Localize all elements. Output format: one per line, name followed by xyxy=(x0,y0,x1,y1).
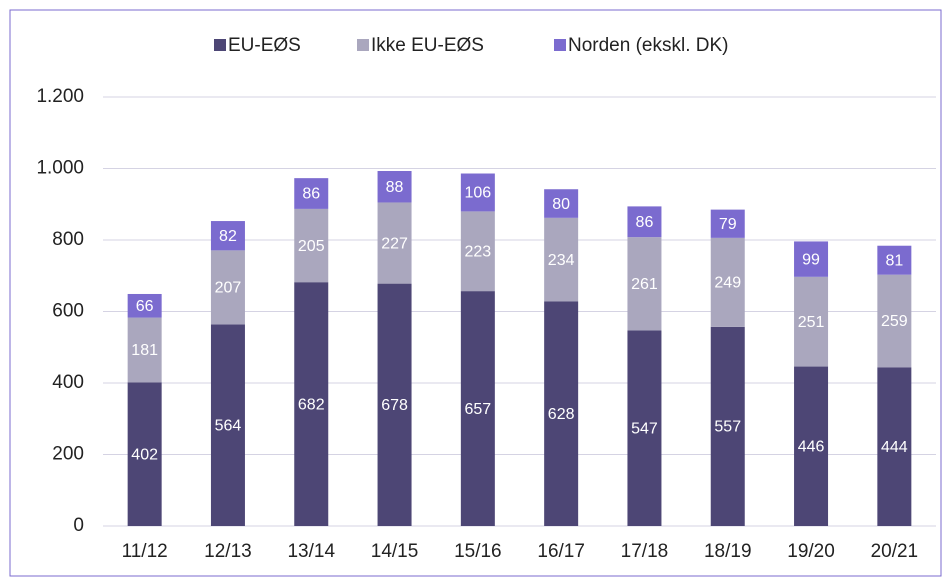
legend-label: Norden (ekskl. DK) xyxy=(568,35,729,56)
x-tick-label: 13/14 xyxy=(287,541,335,562)
value-label: 79 xyxy=(719,216,737,233)
value-label: 81 xyxy=(885,252,903,269)
value-label: 86 xyxy=(636,214,654,231)
bar-segment xyxy=(877,245,912,275)
bar-segment xyxy=(210,221,245,251)
value-label: 251 xyxy=(798,314,825,331)
value-label: 234 xyxy=(548,252,575,269)
value-label: 99 xyxy=(802,251,820,268)
legend-swatch xyxy=(214,39,226,51)
bar-segment xyxy=(710,326,745,526)
value-label: 259 xyxy=(881,313,908,330)
x-tick-label: 20/21 xyxy=(871,541,919,562)
value-label: 446 xyxy=(798,438,825,455)
legend-swatch xyxy=(357,39,369,51)
bar-segment xyxy=(294,178,329,209)
value-label: 223 xyxy=(464,243,491,260)
value-label: 557 xyxy=(714,419,741,436)
value-label: 181 xyxy=(131,342,158,359)
y-tick-label: 400 xyxy=(52,372,84,393)
bar-segment xyxy=(627,330,662,526)
value-label: 628 xyxy=(548,406,575,423)
y-tick-label: 600 xyxy=(52,301,84,322)
value-label: 678 xyxy=(381,397,408,414)
value-label: 227 xyxy=(381,235,408,252)
y-tick-label: 200 xyxy=(52,444,84,465)
bar-segment xyxy=(544,189,579,218)
y-tick-label: 1.000 xyxy=(36,158,84,179)
bar-segment xyxy=(294,208,329,283)
x-tick-label: 18/19 xyxy=(704,541,752,562)
x-tick-label: 17/18 xyxy=(621,541,669,562)
bar-segment xyxy=(127,382,162,526)
bar-segment xyxy=(794,276,829,367)
x-tick-label: 11/12 xyxy=(122,541,168,562)
bar-segment xyxy=(460,291,495,526)
value-label: 547 xyxy=(631,420,658,437)
value-label: 106 xyxy=(464,185,491,202)
bar-segment xyxy=(627,206,662,238)
bars xyxy=(127,171,912,526)
x-tick-label: 16/17 xyxy=(537,541,585,562)
value-label: 564 xyxy=(215,417,242,434)
value-label: 402 xyxy=(131,446,158,463)
bar-segment xyxy=(877,367,912,526)
value-label: 444 xyxy=(881,439,908,456)
bar-segment xyxy=(377,283,412,526)
bar-segment xyxy=(377,202,412,284)
bar-segment xyxy=(710,209,745,238)
bar-segment xyxy=(794,366,829,526)
value-label: 66 xyxy=(136,298,154,315)
value-label: 207 xyxy=(215,280,242,297)
bar-segment xyxy=(294,282,329,526)
y-tick-label: 0 xyxy=(73,515,84,536)
value-label: 88 xyxy=(386,179,404,196)
bar-segment xyxy=(210,250,245,325)
x-tick-label: 14/15 xyxy=(371,541,419,562)
value-label: 86 xyxy=(302,186,320,203)
value-label: 249 xyxy=(714,275,741,292)
value-label: 261 xyxy=(631,276,658,293)
value-label: 82 xyxy=(219,228,237,245)
bar-segment xyxy=(377,171,412,203)
x-tick-label: 19/20 xyxy=(787,541,835,562)
y-tick-label: 800 xyxy=(52,229,84,250)
bar-segment xyxy=(627,237,662,331)
bar-segment xyxy=(127,317,162,383)
value-label: 80 xyxy=(552,196,570,213)
bar-segment xyxy=(877,274,912,368)
bar-segment xyxy=(544,217,579,302)
legend-swatch xyxy=(554,39,566,51)
y-tick-label: 1.200 xyxy=(36,86,84,107)
bar-segment xyxy=(127,293,162,318)
value-label: 205 xyxy=(298,238,325,255)
value-label: 657 xyxy=(464,401,491,418)
bar-segment xyxy=(460,173,495,212)
x-tick-label: 15/16 xyxy=(454,541,502,562)
labels: 0 200 400 600 800 1.000 1.200 EU-EØS Ikke EU-EØS… xyxy=(36,35,918,562)
bar-segment xyxy=(794,241,829,277)
bar-segment xyxy=(544,301,579,526)
bar-segment xyxy=(710,237,745,327)
legend-label: Ikke EU-EØS xyxy=(371,35,484,56)
bar-segment xyxy=(460,211,495,292)
legend-label: EU-EØS xyxy=(228,35,301,56)
value-label: 682 xyxy=(298,396,325,413)
x-tick-label: 12/13 xyxy=(204,541,252,562)
bar-segment xyxy=(210,324,245,526)
